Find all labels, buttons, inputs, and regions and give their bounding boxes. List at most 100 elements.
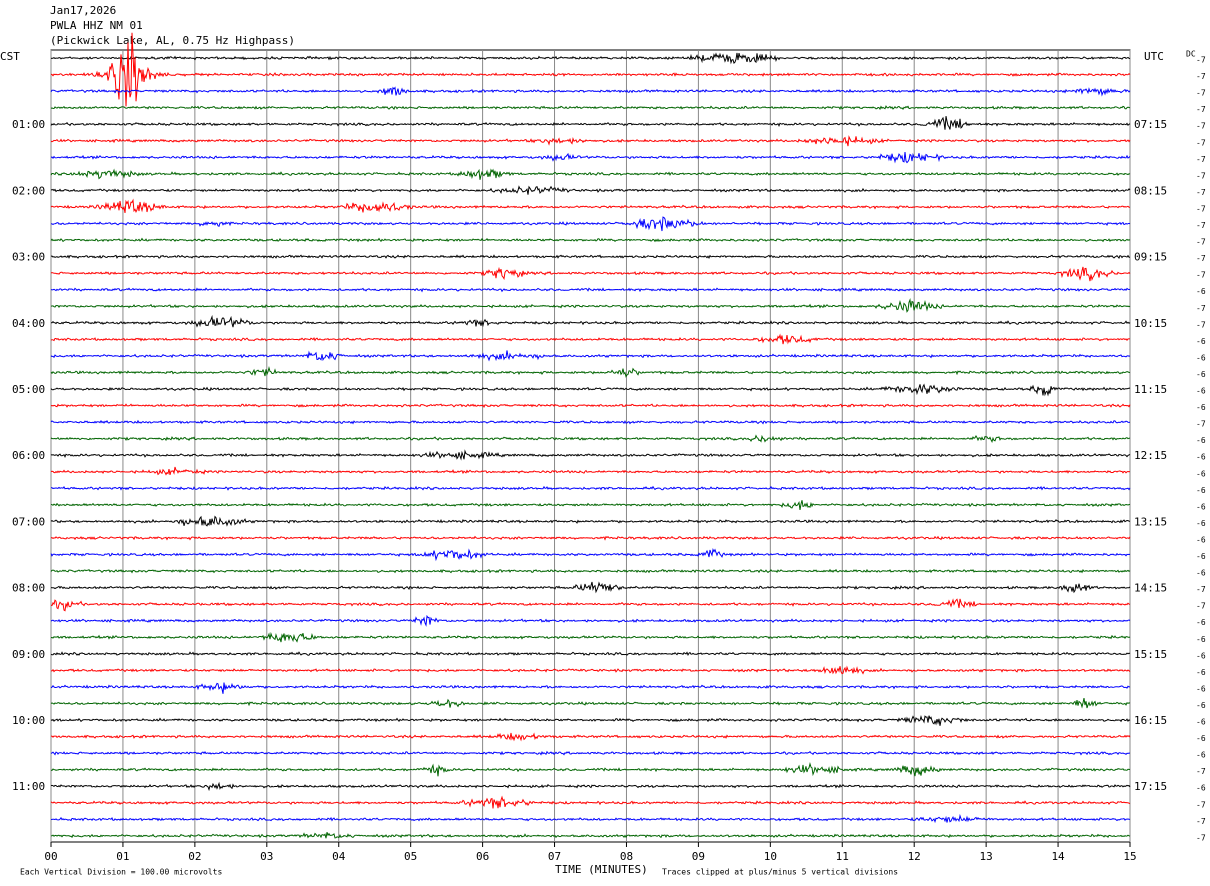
dc-value: -7: [1196, 105, 1206, 114]
trace: [50, 52, 1131, 65]
dc-value: -7: [1196, 320, 1206, 329]
left-title: CST: [0, 50, 20, 63]
cst-label: 01:00: [12, 118, 45, 131]
trace: [50, 568, 1131, 574]
dc-value: -6: [1196, 618, 1206, 627]
trace: [50, 515, 1131, 527]
dc-value: -6: [1196, 784, 1206, 793]
dc-title: DC: [1186, 50, 1196, 59]
trace: [50, 350, 1131, 362]
dc-value: -7: [1196, 89, 1206, 98]
trace: [50, 86, 1131, 97]
trace: [50, 434, 1131, 444]
dc-value: -6: [1196, 469, 1206, 478]
trace: [50, 795, 1131, 809]
trace: [50, 614, 1131, 627]
dc-value: -7: [1196, 72, 1206, 81]
dc-value: -7: [1196, 155, 1206, 164]
x-tick-label: 05: [404, 850, 417, 863]
utc-label: 15:15: [1134, 648, 1167, 661]
dc-value: -7: [1196, 221, 1206, 230]
trace: [50, 651, 1131, 657]
dc-value: -7: [1196, 171, 1206, 180]
trace: [50, 287, 1131, 293]
trace: [50, 466, 1131, 476]
x-tick-label: 15: [1123, 850, 1136, 863]
scale-note: Each Vertical Division = 100.00 microvol…: [20, 868, 222, 877]
x-tick-label: 04: [332, 850, 346, 863]
utc-label: 07:15: [1134, 118, 1167, 131]
trace: [50, 185, 1131, 195]
date: Jan17,2026: [50, 4, 116, 17]
utc-label: 09:15: [1134, 251, 1167, 264]
dc-value: -6: [1196, 651, 1206, 660]
right-title: UTC: [1144, 50, 1164, 63]
dc-value: -6: [1196, 387, 1206, 396]
trace: [50, 714, 1131, 726]
x-tick-label: 00: [44, 850, 57, 863]
utc-label: 11:15: [1134, 383, 1167, 396]
dc-value: -7: [1196, 602, 1206, 611]
trace: [50, 333, 1130, 345]
trace: [50, 266, 1131, 282]
utc-label: 14:15: [1134, 582, 1167, 595]
dc-value: -6: [1196, 734, 1206, 743]
dc-value: -6: [1196, 453, 1206, 462]
dc-value: -7: [1196, 56, 1206, 65]
dc-value: -6: [1196, 486, 1206, 495]
cst-label: 03:00: [12, 251, 45, 264]
x-tick-label: 02: [188, 850, 201, 863]
trace: [50, 32, 1131, 107]
dc-value: -7: [1196, 800, 1206, 809]
dc-value: -7: [1196, 138, 1206, 147]
x-tick-label: 01: [116, 850, 129, 863]
utc-label: 08:15: [1134, 184, 1167, 197]
trace: [50, 237, 1131, 243]
dc-value: -7: [1196, 585, 1206, 594]
utc-label: 10:15: [1134, 317, 1167, 330]
x-tick-label: 12: [908, 850, 921, 863]
trace: [51, 732, 1131, 742]
trace: [50, 168, 1131, 180]
dc-value: -6: [1196, 403, 1206, 412]
trace: [50, 581, 1131, 594]
trace: [50, 697, 1131, 709]
x-tick-label: 07: [548, 850, 561, 863]
trace: [50, 105, 1131, 111]
x-tick-label: 03: [260, 850, 273, 863]
utc-label: 17:15: [1134, 780, 1167, 793]
trace: [50, 366, 1131, 378]
dc-value: -7: [1196, 122, 1206, 131]
dc-value: -6: [1196, 337, 1206, 346]
x-tick-label: 08: [620, 850, 633, 863]
trace: [50, 682, 1131, 694]
trace: [50, 116, 1131, 130]
trace: [50, 419, 1131, 425]
cst-label: 07:00: [12, 515, 45, 528]
trace: [50, 383, 1131, 397]
cst-label: 06:00: [12, 449, 45, 462]
dc-value: -7: [1196, 188, 1206, 197]
trace: [50, 781, 1131, 792]
dc-value: -7: [1196, 271, 1206, 280]
cst-label: 11:00: [12, 780, 45, 793]
trace: [51, 314, 1131, 328]
x-tick-label: 11: [836, 850, 849, 863]
trace: [50, 548, 1131, 562]
dc-value: -6: [1196, 668, 1206, 677]
dc-value: -7: [1196, 254, 1206, 263]
dc-value: -6: [1196, 569, 1206, 578]
dc-value: -7: [1196, 304, 1206, 313]
trace: [50, 535, 1131, 541]
utc-label: 12:15: [1134, 449, 1167, 462]
trace: [51, 665, 1131, 675]
dc-value: -7: [1196, 767, 1206, 776]
clip-note: Traces clipped at plus/minus 5 vertical …: [662, 868, 898, 877]
x-tick-label: 10: [764, 850, 777, 863]
location: (Pickwick Lake, AL, 0.75 Hz Highpass): [50, 34, 295, 47]
trace: [50, 216, 1131, 232]
dc-value: -7: [1196, 817, 1206, 826]
trace: [50, 750, 1130, 756]
dc-value: -6: [1196, 552, 1206, 561]
cst-label: 08:00: [12, 582, 45, 595]
